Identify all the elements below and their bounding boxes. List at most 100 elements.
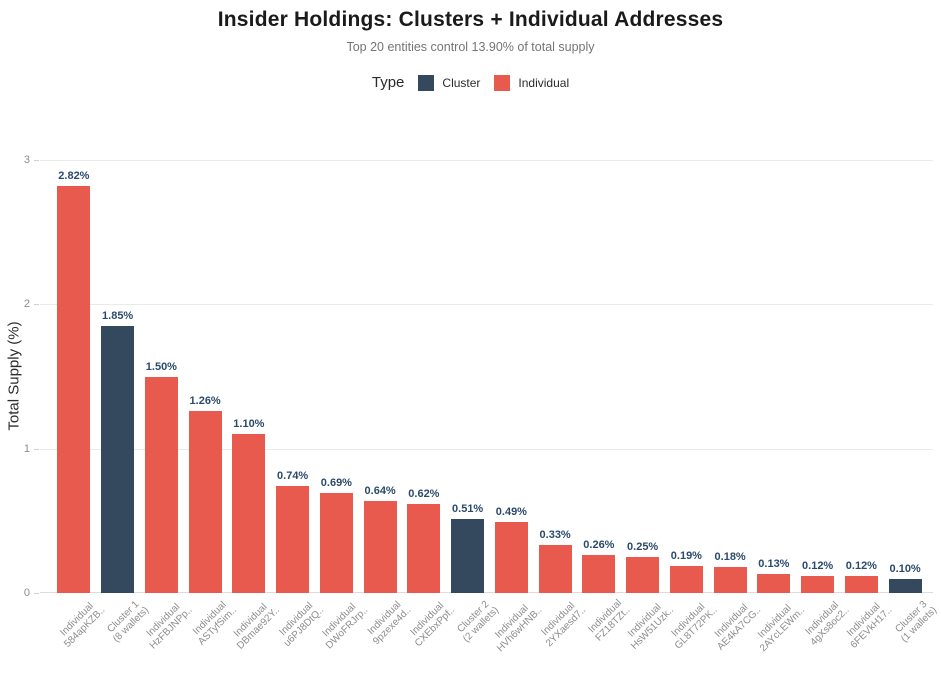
x-axis-label: Individual CXEbxPpf.. (408, 600, 458, 650)
bar-value-label: 0.19% (670, 549, 702, 562)
gridline (40, 160, 933, 161)
bar-slot: 0.33% Individual 2YXaesd7.. (533, 160, 589, 649)
bar-value-label: 0.10% (889, 562, 921, 575)
bar-value-label: 0.12% (802, 559, 834, 572)
bar-value-label: 0.51% (452, 503, 484, 516)
x-axis-label: Individual 2AYcLEWm.. (756, 602, 808, 655)
chart-subtitle: Top 20 entities control 13.90% of total … (346, 40, 595, 54)
legend-item-individual: Individual (494, 74, 570, 91)
x-axis-label: Individual 9pzexe4d.. (365, 599, 414, 648)
bar-value-label: 1.26% (189, 395, 221, 408)
bar-individual (626, 556, 660, 593)
bar-slot: 0.49% Individual HVh6wHNB.. (490, 160, 545, 654)
bar-value-label: 0.33% (539, 529, 571, 542)
bar-individual (582, 555, 616, 593)
y-axis-tick-label: 3 (23, 154, 30, 166)
bar-value-label: 1.50% (145, 360, 177, 373)
bar-individual (319, 493, 353, 593)
y-axis-tick-label: 0 (23, 587, 30, 599)
bar-value-label: 1.85% (102, 309, 134, 322)
bar-slot: 1.85% Cluster 1 (8 wallets) (96, 160, 151, 645)
legend-title: Type (371, 74, 405, 91)
bar-value-label: 0.18% (714, 551, 746, 564)
bar-individual (188, 411, 222, 593)
cluster-color-swatch (418, 74, 435, 91)
bar-individual (276, 486, 310, 593)
bar-slot: 0.13% Individual 2AYcLEWm.. (752, 160, 807, 654)
bar-individual (757, 574, 791, 593)
bar-slot: 0.69% Individual DWoFRJrp.. (315, 160, 370, 651)
bar-value-label: 0.69% (320, 477, 352, 490)
bar-individual (801, 575, 835, 593)
bar-slot: 0.51% Cluster 2 (2 wallets) (446, 160, 501, 645)
bar-slot: 0.19% Individual GL8T72PK.. (665, 160, 720, 651)
bar-slot: 0.25% Individual HsW51Uzk.. (621, 160, 676, 652)
bar-slot: 2.82% Individual 584apKZB.. (52, 160, 107, 650)
x-axis-label: Individual DBmae92Y.. (232, 601, 283, 652)
x-axis-label: Individual u6PJ8DtQ.. (277, 600, 327, 650)
y-axis-tick-mark (34, 304, 39, 306)
individual-color-swatch (494, 74, 511, 91)
y-axis-tick-mark (34, 593, 39, 594)
x-axis-label: Individual HsW51Uzk.. (626, 601, 677, 652)
x-axis-label: Individual 2YXaesd7.. (539, 600, 589, 650)
bar-value-label: 0.62% (408, 487, 440, 500)
bar-slot: 1.26% Individual ASTyfSim.. (183, 160, 239, 648)
bar-value-label: 0.25% (627, 540, 659, 553)
x-axis-label: Individual GL8T72PK.. (669, 601, 720, 652)
bar-value-label: 1.10% (233, 418, 265, 431)
bar-value-label: 0.13% (758, 558, 790, 571)
gridline (40, 304, 933, 306)
bar-value-label: 2.82% (58, 169, 90, 182)
bar-individual (844, 575, 878, 593)
bar-slot: 0.12% Individual 4gXs8oc2.. (796, 160, 851, 648)
y-axis-tick-label: 2 (23, 298, 30, 311)
bar-slot: 0.26% Individual FZ18TZt.. (577, 160, 632, 644)
bar-slot: 0.12% Individual 6FEVkH17.. (840, 160, 895, 651)
y-axis-tick-label: 1 (23, 442, 30, 455)
legend-item-cluster: Cluster (418, 74, 481, 91)
y-axis-tick-mark (34, 160, 39, 161)
chart-title: Insider Holdings: Clusters + Individual … (217, 8, 724, 31)
bar-value-label: 0.26% (583, 539, 615, 552)
y-axis-title: Total Supply (%) (5, 321, 23, 431)
x-axis-label: Individual 6FEVkH17.. (845, 601, 895, 651)
x-axis-label: Cluster 3 (1 wallets) (892, 598, 939, 645)
bar-individual (494, 522, 528, 593)
bar-cluster (888, 578, 922, 593)
bar-individual (669, 565, 703, 593)
bar-slot: 0.74% Individual u6PJ8DtQ.. (271, 160, 326, 649)
legend: Type Cluster Individual (0, 74, 941, 91)
bar-individual (538, 545, 572, 593)
bar-cluster (101, 325, 135, 593)
x-axis-label: Individual HVh6wHNB.. (493, 602, 545, 655)
gridline (40, 448, 933, 450)
x-axis-label: Individual DWoFRJrp.. (320, 601, 370, 652)
bar-value-label: 0.49% (495, 506, 527, 519)
bar-individual (363, 500, 397, 593)
y-axis-tick-mark (34, 448, 39, 450)
bar-slot: 0.18% Individual AE4kA7CG.. (708, 160, 764, 653)
legend-label-individual: Individual (518, 75, 570, 90)
bar-individual (57, 185, 91, 593)
bars-row: 2.82% Individual 584apKZB.. 1.85% Cluster 1(… (52, 160, 939, 654)
x-axis-label: Individual 4gXs8oc2.. (802, 599, 852, 648)
bar-slot: 1.50% Individual HzFBJNPp.. (140, 160, 195, 651)
legend-label-cluster: Cluster (442, 75, 481, 90)
bar-individual (407, 503, 441, 593)
x-axis-label: Individual 584apKZB.. (58, 600, 108, 650)
bar-slot: 0.64% Individual 9pzexe4d.. (358, 160, 414, 647)
bar-slot: 1.10% Individual DBmae92Y.. (227, 160, 282, 652)
bar-individual (232, 434, 266, 593)
bar-value-label: 0.64% (364, 484, 396, 497)
bar-cluster (451, 519, 485, 593)
bar-slot: 0.10% Cluster 3 (1 wallets) (883, 160, 939, 645)
plot-area: 2.82% Individual 584apKZB.. 1.85% Cluster 1(… (40, 160, 939, 654)
x-axis-label: Individual HzFBJNPp.. (144, 601, 195, 652)
x-axis-line (40, 592, 933, 593)
bar-value-label: 0.12% (845, 559, 877, 572)
bar-value-label: 0.74% (277, 470, 309, 483)
bar-slot: 0.62% Individual CXEbxPpf.. (402, 160, 457, 649)
bar-individual (144, 376, 178, 593)
